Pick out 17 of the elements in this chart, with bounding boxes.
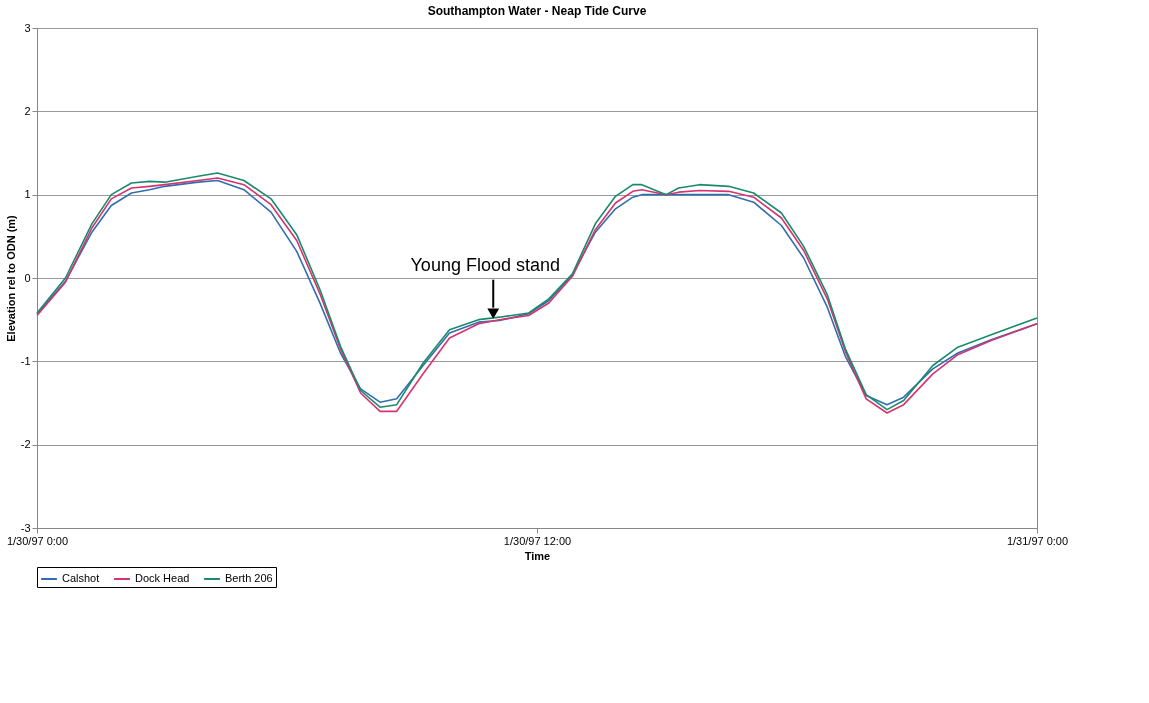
y-tick-label: 2 bbox=[24, 104, 31, 117]
y-tick-label: -3 bbox=[20, 521, 31, 534]
y-tick-label: 1 bbox=[24, 188, 31, 201]
chart-title: Southampton Water - Neap Tide Curve bbox=[427, 4, 647, 18]
x-tick-label: 1/30/97 12:00 bbox=[503, 534, 572, 547]
x-tick-label: 1/30/97 0:00 bbox=[6, 534, 69, 547]
x-tick-label: 1/31/97 0:00 bbox=[1006, 534, 1069, 547]
legend-label: Calshot bbox=[62, 572, 100, 584]
legend-label: Berth 206 bbox=[225, 572, 273, 584]
legend-label: Dock Head bbox=[135, 572, 190, 584]
y-tick-label: -2 bbox=[20, 438, 31, 451]
annotation: Young Flood stand bbox=[410, 254, 560, 275]
y-axis-title: Elevation rel to ODN (m) bbox=[4, 214, 17, 342]
y-tick-label: -1 bbox=[20, 354, 31, 367]
x-axis-title: Time bbox=[524, 549, 551, 562]
y-tick-label: 0 bbox=[24, 271, 31, 284]
y-tick-label: 3 bbox=[24, 21, 31, 34]
